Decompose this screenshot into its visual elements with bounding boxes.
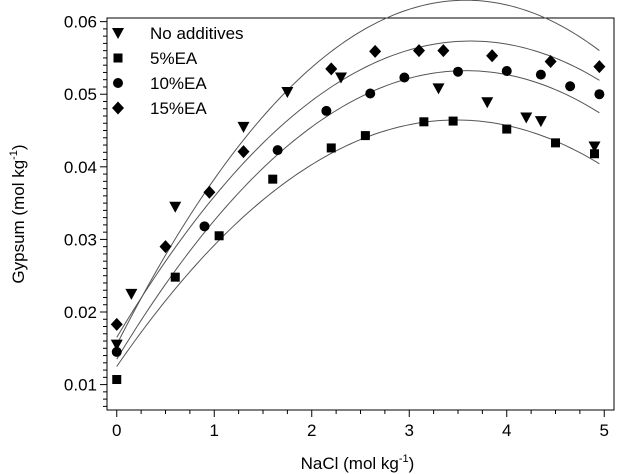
y-tick-label: 0.02: [64, 303, 97, 322]
data-point: [535, 69, 546, 80]
data-point: [170, 272, 180, 282]
data-point: [544, 55, 557, 69]
data-point: [594, 89, 605, 100]
fit-curve: [116, 119, 600, 367]
data-point: [111, 346, 122, 357]
data-point: [419, 117, 429, 127]
data-point: [268, 174, 278, 184]
data-point: [432, 83, 445, 95]
data-point: [321, 105, 332, 116]
legend-marker: [113, 53, 123, 63]
x-tick-label: 0: [112, 421, 121, 440]
series-points: [111, 65, 605, 357]
y-tick-label: 0.03: [64, 230, 97, 249]
data-point: [214, 231, 224, 241]
x-tick-label: 1: [210, 421, 219, 440]
x-axis-title: NaCl (mol kg-1): [301, 453, 415, 473]
fit-curve: [116, 0, 600, 345]
fit-curve: [116, 40, 600, 338]
data-point: [169, 201, 182, 213]
legend-label: 5%EA: [150, 49, 198, 68]
data-point: [588, 141, 601, 153]
data-point: [125, 288, 138, 300]
fit-curves: [116, 0, 600, 367]
data-point: [326, 143, 336, 153]
data-point: [590, 149, 599, 159]
data-point: [502, 124, 512, 134]
x-tick-label: 4: [502, 421, 511, 440]
y-tick-label: 0.06: [64, 13, 97, 32]
data-point: [110, 339, 123, 351]
x-tick-label: 3: [405, 421, 414, 440]
data-point: [335, 72, 347, 84]
data-point: [565, 81, 576, 92]
data-point: [369, 44, 382, 58]
legend-marker: [112, 101, 124, 115]
y-tick-label: 0.01: [64, 376, 97, 395]
data-point: [159, 240, 172, 254]
data-point: [520, 112, 533, 124]
data-point: [481, 97, 494, 109]
data-point: [281, 87, 294, 99]
x-axis: 0 1 2 3 4 5: [112, 410, 609, 440]
data-point: [237, 145, 250, 159]
data-point: [448, 116, 458, 126]
data-point: [399, 72, 410, 83]
data-point: [453, 66, 463, 77]
data-point: [325, 62, 338, 76]
data-point: [199, 221, 210, 232]
legend: No additives 5%EA 10%EA 15%EA: [112, 24, 244, 118]
data-point: [413, 44, 425, 58]
data-point: [272, 145, 283, 156]
data-point: [501, 65, 512, 76]
data-point: [486, 49, 499, 63]
y-tick-label: 0.05: [64, 85, 97, 104]
y-axis: 0.01 0.02 0.03 0.04 0.05 0.06: [64, 13, 107, 407]
legend-label: 10%EA: [150, 74, 207, 93]
legend-label: No additives: [150, 24, 244, 43]
data-point: [593, 60, 606, 74]
data-point: [203, 185, 216, 199]
data-point: [437, 44, 450, 58]
series-points: [112, 116, 599, 385]
legend-marker: [113, 78, 123, 88]
y-axis-title: Gypsum (mol kg-1): [8, 144, 28, 283]
series-points: [110, 72, 601, 351]
series-points: [110, 44, 606, 331]
x-tick-label: 5: [600, 421, 609, 440]
fit-curve: [116, 70, 600, 360]
legend-marker: [112, 28, 124, 39]
y-tick-label: 0.04: [64, 158, 97, 177]
data-point: [360, 131, 370, 141]
data-point: [237, 121, 250, 133]
data-point: [365, 88, 376, 99]
legend-label: 15%EA: [150, 99, 207, 118]
x-tick-label: 2: [307, 421, 316, 440]
data-points: [110, 44, 606, 385]
data-point: [110, 317, 123, 331]
data-point: [112, 375, 122, 385]
data-point: [551, 138, 560, 148]
data-point: [534, 116, 547, 128]
